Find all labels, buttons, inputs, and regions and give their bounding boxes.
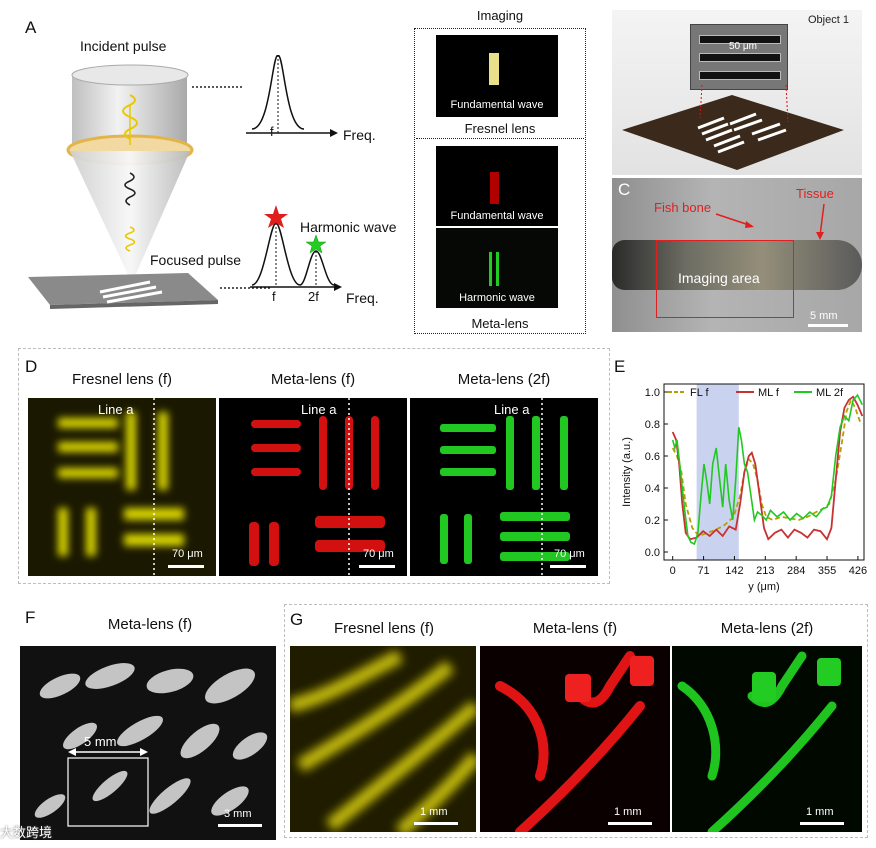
y-tick-label: 0.2 <box>645 515 660 527</box>
legend-label: ML 2f <box>816 387 844 399</box>
imaging-title: Imaging <box>476 8 524 23</box>
panel-g-title-3: Meta-lens (2f) <box>720 620 814 637</box>
spectrum1-f-label: f <box>270 124 274 139</box>
panel-d-title-3: Meta-lens (2f) <box>457 371 551 388</box>
x-tick-label: 142 <box>725 565 743 577</box>
panel-g-meta-2f-image: 1 mm <box>672 646 862 832</box>
spectrum2-2f-label: 2f <box>308 289 319 304</box>
x-tick-label: 355 <box>818 565 836 577</box>
meta-lens-title: Meta-lens <box>471 316 529 331</box>
x-tick-label: 213 <box>756 565 774 577</box>
panel-letter-e: E <box>614 357 626 376</box>
panel-g-title-1: Fresnel lens (f) <box>333 620 435 637</box>
series-line-ml-2f <box>671 393 864 546</box>
focused-spectrum <box>250 205 342 291</box>
panel-g-title-2: Meta-lens (f) <box>532 620 618 637</box>
panel-g-fresnel-image: 1 mm <box>290 646 476 832</box>
x-tick-label: 0 <box>670 565 676 577</box>
panel-d-meta-f-image: Line a 70 μm <box>219 398 407 576</box>
plot-frame <box>663 383 865 561</box>
panel-g-meta-f-image: 1 mm <box>480 646 670 832</box>
imaging-area-label: Imaging area <box>678 270 760 286</box>
panel-letter-a: A <box>25 18 37 37</box>
spectrum2-f-label: f <box>272 289 276 304</box>
incident-pulse-label: Incident pulse <box>80 38 167 54</box>
legend-label: ML f <box>758 387 780 399</box>
panel-d-frame <box>18 348 610 584</box>
meta-harmonic-image: Harmonic wave <box>436 228 558 308</box>
panel-letter-f: F <box>25 608 36 627</box>
y-tick-label: 0.8 <box>645 419 660 431</box>
panel-d-title-2: Meta-lens (f) <box>270 371 356 388</box>
x-axis-label: y (μm) <box>748 581 779 593</box>
incident-spectrum <box>246 55 338 137</box>
harmonic-wave-label: Harmonic wave <box>300 219 397 235</box>
focusing-cone <box>70 151 190 283</box>
green-star-icon <box>305 234 327 254</box>
x-tick-label: 284 <box>787 565 805 577</box>
fish-photo: Imaging area Fish bone Tissue 5 mm <box>612 178 862 332</box>
panel-d-fresnel-image: Line a 70 μm <box>28 398 216 576</box>
watermark: 大数跨境 <box>0 825 53 840</box>
object-render: Object 1 50 μm <box>612 10 862 175</box>
x-tick-label: 426 <box>849 565 867 577</box>
fresnel-fundamental-image: Fundamental wave <box>436 35 558 117</box>
panel-letter-g: G <box>290 610 304 629</box>
setup-illustration <box>28 55 342 309</box>
intensity-chart: 0 71 142 213 284 355 426 0.0 0.2 0.4 0.6 0.8 1.0 y (μ… <box>621 383 867 593</box>
scale-bar-c <box>808 324 848 327</box>
y-axis-label: Intensity (a.u.) <box>621 437 633 507</box>
panel-f-inner-scale: 5 mm <box>84 734 117 749</box>
box-divider <box>416 138 584 139</box>
meta-fundamental-image: Fundamental wave <box>436 146 558 226</box>
y-tick-label: 1.0 <box>645 387 660 399</box>
imaging-area-box <box>656 240 794 318</box>
x-tick-label: 71 <box>697 565 709 577</box>
panel-f-image: 5 mm 3 mm <box>20 646 276 840</box>
sample-plate <box>28 273 218 309</box>
legend-label: FL f <box>690 387 709 399</box>
sem-inset: 50 μm <box>690 24 788 90</box>
spectrum1-freq-label: Freq. <box>343 127 376 143</box>
tissue-label: Tissue <box>796 186 834 201</box>
y-tick-label: 0.4 <box>645 483 660 495</box>
fish-bone-label: Fish bone <box>654 200 712 215</box>
focused-pulse-label: Focused pulse <box>150 252 242 268</box>
fresnel-lens-title: Fresnel lens <box>464 121 536 136</box>
spectrum2-freq-label: Freq. <box>346 290 379 306</box>
panel-f-title: Meta-lens (f) <box>107 616 193 633</box>
red-star-icon <box>264 205 288 228</box>
y-tick-label: 0.6 <box>645 451 660 463</box>
panel-g-frame <box>284 604 868 838</box>
panel-d-meta-2f-image: Line a 70 μm <box>410 398 598 576</box>
series-line-ml-f <box>671 395 864 541</box>
panel-letter-d: D <box>25 357 38 376</box>
panel-letter-c: C <box>618 180 631 199</box>
y-tick-label: 0.0 <box>645 547 660 559</box>
panel-d-title-1: Fresnel lens (f) <box>71 371 173 388</box>
scale-label-c: 5 mm <box>810 310 838 322</box>
